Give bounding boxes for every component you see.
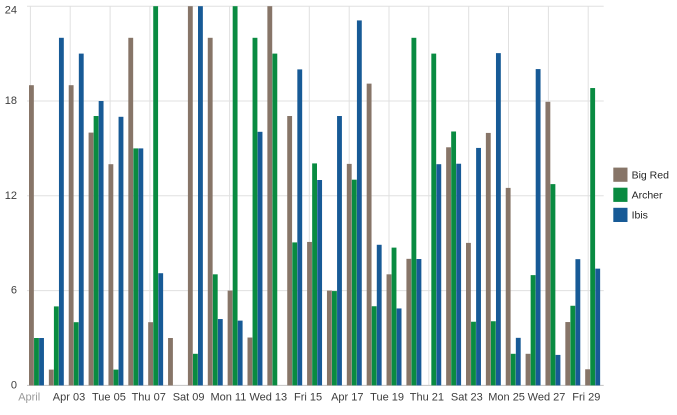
svg-text:6: 6 bbox=[11, 285, 17, 297]
svg-text:April: April bbox=[18, 391, 40, 403]
svg-text:12: 12 bbox=[5, 190, 17, 202]
svg-text:Big Red: Big Red bbox=[632, 169, 670, 181]
svg-text:Mon 25: Mon 25 bbox=[488, 391, 525, 403]
svg-text:Wed 13: Wed 13 bbox=[249, 391, 287, 403]
svg-text:Tue 19: Tue 19 bbox=[370, 391, 404, 403]
svg-text:0: 0 bbox=[11, 380, 17, 392]
svg-text:Sat 09: Sat 09 bbox=[173, 391, 205, 403]
svg-text:Mon 11: Mon 11 bbox=[210, 391, 246, 403]
svg-text:Sat 23: Sat 23 bbox=[451, 391, 483, 403]
svg-text:Apr 17: Apr 17 bbox=[331, 391, 363, 403]
svg-text:Tue 05: Tue 05 bbox=[92, 391, 126, 403]
svg-text:Thu 21: Thu 21 bbox=[410, 391, 444, 403]
svg-text:18: 18 bbox=[5, 95, 17, 107]
svg-text:Apr 03: Apr 03 bbox=[53, 391, 85, 403]
svg-text:Fri 29: Fri 29 bbox=[572, 391, 600, 403]
svg-text:Ibis: Ibis bbox=[632, 210, 648, 222]
svg-text:Fri 15: Fri 15 bbox=[294, 391, 322, 403]
svg-text:Archer: Archer bbox=[632, 189, 663, 201]
svg-text:Wed 27: Wed 27 bbox=[528, 391, 566, 403]
svg-text:Thu 07: Thu 07 bbox=[132, 391, 166, 403]
svg-text:24: 24 bbox=[5, 4, 17, 16]
